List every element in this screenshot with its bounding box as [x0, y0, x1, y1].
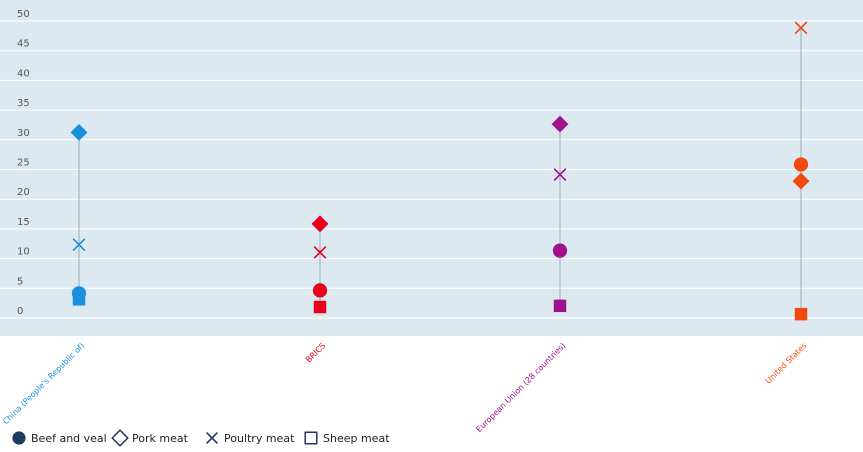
grid-lines: [0, 20, 863, 319]
point-poultry-meat: [553, 168, 567, 181]
category-label: China (People's Republic of): [1, 341, 86, 426]
point-poultry-meat: [313, 245, 327, 259]
y-tick-label: 20: [17, 187, 30, 198]
legend-marker: [12, 431, 26, 445]
y-tick-label: 50: [17, 9, 30, 20]
y-tick-label: 30: [17, 128, 30, 139]
point-beef-and-veal: [793, 157, 809, 172]
category-label: BRICS: [304, 341, 327, 364]
legend-label: Pork meat: [132, 432, 189, 445]
point-pork-meat: [311, 215, 329, 233]
y-tick-label: 5: [17, 276, 23, 287]
point-sheep-meat: [313, 300, 327, 314]
y-tick-label: 25: [17, 158, 30, 169]
legend-marker: [111, 429, 129, 447]
legend-label: Beef and veal: [31, 432, 107, 445]
point-pork-meat: [70, 123, 88, 141]
y-tick-label: 0: [17, 306, 23, 317]
point-sheep-meat: [553, 299, 567, 313]
y-tick-label: 45: [17, 39, 30, 50]
category-label: European Union (28 countries): [474, 341, 567, 434]
point-beef-and-veal: [552, 243, 568, 258]
y-tick-label: 15: [17, 217, 30, 228]
point-sheep-meat: [794, 307, 808, 321]
category-label: United States: [764, 341, 809, 386]
legend-marker: [206, 432, 218, 444]
point-beef-and-veal: [312, 283, 328, 298]
legend: Beef and veal Pork meat Poultry meat Sheep …: [12, 429, 390, 447]
legend-label: Poultry meat: [224, 432, 295, 445]
plot-background: [0, 0, 863, 336]
data-points: [70, 21, 810, 321]
point-sheep-meat: [72, 293, 86, 306]
y-tick-label: 10: [17, 247, 30, 258]
category-labels: China (People's Republic of) BRICS Europea…: [1, 341, 808, 434]
point-pork-meat: [792, 172, 810, 190]
legend-label: Sheep meat: [323, 432, 390, 445]
y-tick-label: 35: [17, 98, 30, 109]
legend-marker: [304, 431, 318, 445]
point-poultry-meat: [794, 21, 808, 35]
y-tick-label: 40: [17, 68, 30, 79]
y-axis-tick-labels: 0 5 10 15 20 25 30 35 40 45 50: [17, 9, 30, 317]
point-poultry-meat: [72, 238, 86, 252]
point-pork-meat: [551, 115, 569, 133]
